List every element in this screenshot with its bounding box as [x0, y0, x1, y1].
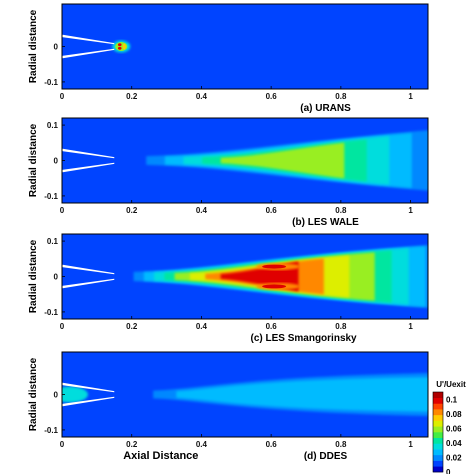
- colorbar-swatch: [433, 420, 443, 427]
- x-tick-label: 0.8: [335, 440, 347, 449]
- colorbar-swatch: [433, 449, 443, 456]
- y-tick-label: 0: [54, 273, 59, 282]
- y-tick-label: 0: [54, 391, 59, 400]
- y-axis-label: Radial distance: [28, 239, 39, 313]
- colorbar-tick-label: 0.02: [446, 453, 462, 462]
- colorbar-swatch: [433, 409, 443, 416]
- colorbar-tick-label: 0: [446, 468, 451, 474]
- nozzle-lip: [62, 34, 115, 45]
- x-tick-label: 0: [60, 92, 65, 101]
- nozzle-lip: [62, 382, 115, 393]
- core-peak-lower: [117, 46, 122, 50]
- y-tick-label: 0.1: [47, 237, 59, 246]
- y-tick-label: -0.1: [44, 426, 58, 435]
- y-axis-label: Radial distance: [28, 357, 39, 431]
- x-tick-label: 1: [408, 440, 413, 449]
- colorbar-swatch: [433, 414, 443, 421]
- jet-contours: [133, 245, 428, 308]
- panel-caption: (d) DDES: [304, 451, 348, 462]
- x-tick-label: 0.8: [335, 92, 347, 101]
- y-axis-label: Radial distance: [28, 123, 39, 197]
- colorbar-swatch: [433, 437, 443, 444]
- colorbar-tick-label: 0.04: [446, 439, 462, 448]
- panel-caption: (a) URANS: [300, 103, 351, 114]
- x-tick-label: 0.6: [266, 206, 278, 215]
- x-tick-label: 0.8: [335, 206, 347, 215]
- x-tick-label: 0: [60, 440, 65, 449]
- y-tick-label: -0.1: [44, 78, 58, 87]
- colorbar-swatch: [433, 454, 443, 461]
- jet-contours: [112, 40, 131, 53]
- y-tick-label: 0.1: [47, 121, 59, 130]
- colorbar-swatch: [433, 466, 443, 473]
- core-peak-upper: [117, 43, 122, 47]
- shear-hotspot-peak: [262, 264, 287, 269]
- jet-contours: [146, 130, 428, 191]
- x-tick-label: 0.6: [266, 322, 278, 331]
- colorbar-swatch: [433, 460, 443, 467]
- core-peak-right: [122, 43, 126, 50]
- y-tick-label: 0: [54, 43, 59, 52]
- x-tick-label: 1: [408, 322, 413, 331]
- y-tick-label: -0.1: [44, 308, 58, 317]
- nozzle-lip: [62, 396, 115, 407]
- inlet-region: [62, 386, 88, 403]
- x-tick-label: 0.6: [266, 440, 278, 449]
- x-tick-label: 0.4: [196, 206, 208, 215]
- colorbar-swatch: [433, 403, 443, 410]
- colorbar-swatch: [433, 397, 443, 404]
- jet-contours: [62, 373, 428, 416]
- colorbar-swatch: [433, 432, 443, 439]
- contour-level: [220, 142, 345, 179]
- x-tick-label: 0.2: [126, 322, 138, 331]
- colorbar-swatch: [433, 443, 443, 450]
- colorbar-swatch: [433, 426, 443, 433]
- x-tick-label: 0.4: [196, 440, 208, 449]
- nozzle-lip: [62, 264, 115, 275]
- x-tick-label: 0.8: [335, 322, 347, 331]
- nozzle-lip: [62, 278, 115, 289]
- x-axis-label: Axial Distance: [123, 450, 198, 462]
- x-tick-label: 1: [408, 206, 413, 215]
- x-tick-label: 0: [60, 206, 65, 215]
- y-axis-label: Radial distance: [28, 9, 39, 83]
- colorbar-swatch: [433, 392, 443, 399]
- x-tick-label: 0.2: [126, 440, 138, 449]
- panel-caption: (b) LES WALE: [292, 217, 359, 228]
- x-tick-label: 0: [60, 322, 65, 331]
- nozzle-lip: [62, 148, 115, 159]
- x-tick-label: 0.4: [196, 322, 208, 331]
- y-tick-label: -0.1: [44, 192, 58, 201]
- nozzle-lip: [62, 48, 115, 59]
- colorbar-tick-label: 0.1: [446, 395, 458, 404]
- nozzle-lip: [62, 162, 115, 173]
- colorbar-tick-label: 0.08: [446, 410, 462, 419]
- x-tick-label: 0.4: [196, 92, 208, 101]
- colorbar-tick-label: 0.06: [446, 424, 462, 433]
- x-tick-label: 1: [408, 92, 413, 101]
- contour-level: [176, 377, 428, 412]
- shear-hotspot-peak: [262, 284, 287, 289]
- x-tick-label: 0.6: [266, 92, 278, 101]
- x-tick-label: 0.2: [126, 92, 138, 101]
- colorbar-frame: [432, 391, 444, 473]
- colorbar-title: U'/Uexit: [436, 380, 466, 389]
- x-tick-label: 0.2: [126, 206, 138, 215]
- panel-caption: (c) LES Smangorinsky: [250, 333, 357, 344]
- colorbar: U'/Uexit 0.1 0.08 0.06 0.04 0.02 0: [432, 380, 466, 474]
- y-tick-label: 0: [54, 157, 59, 166]
